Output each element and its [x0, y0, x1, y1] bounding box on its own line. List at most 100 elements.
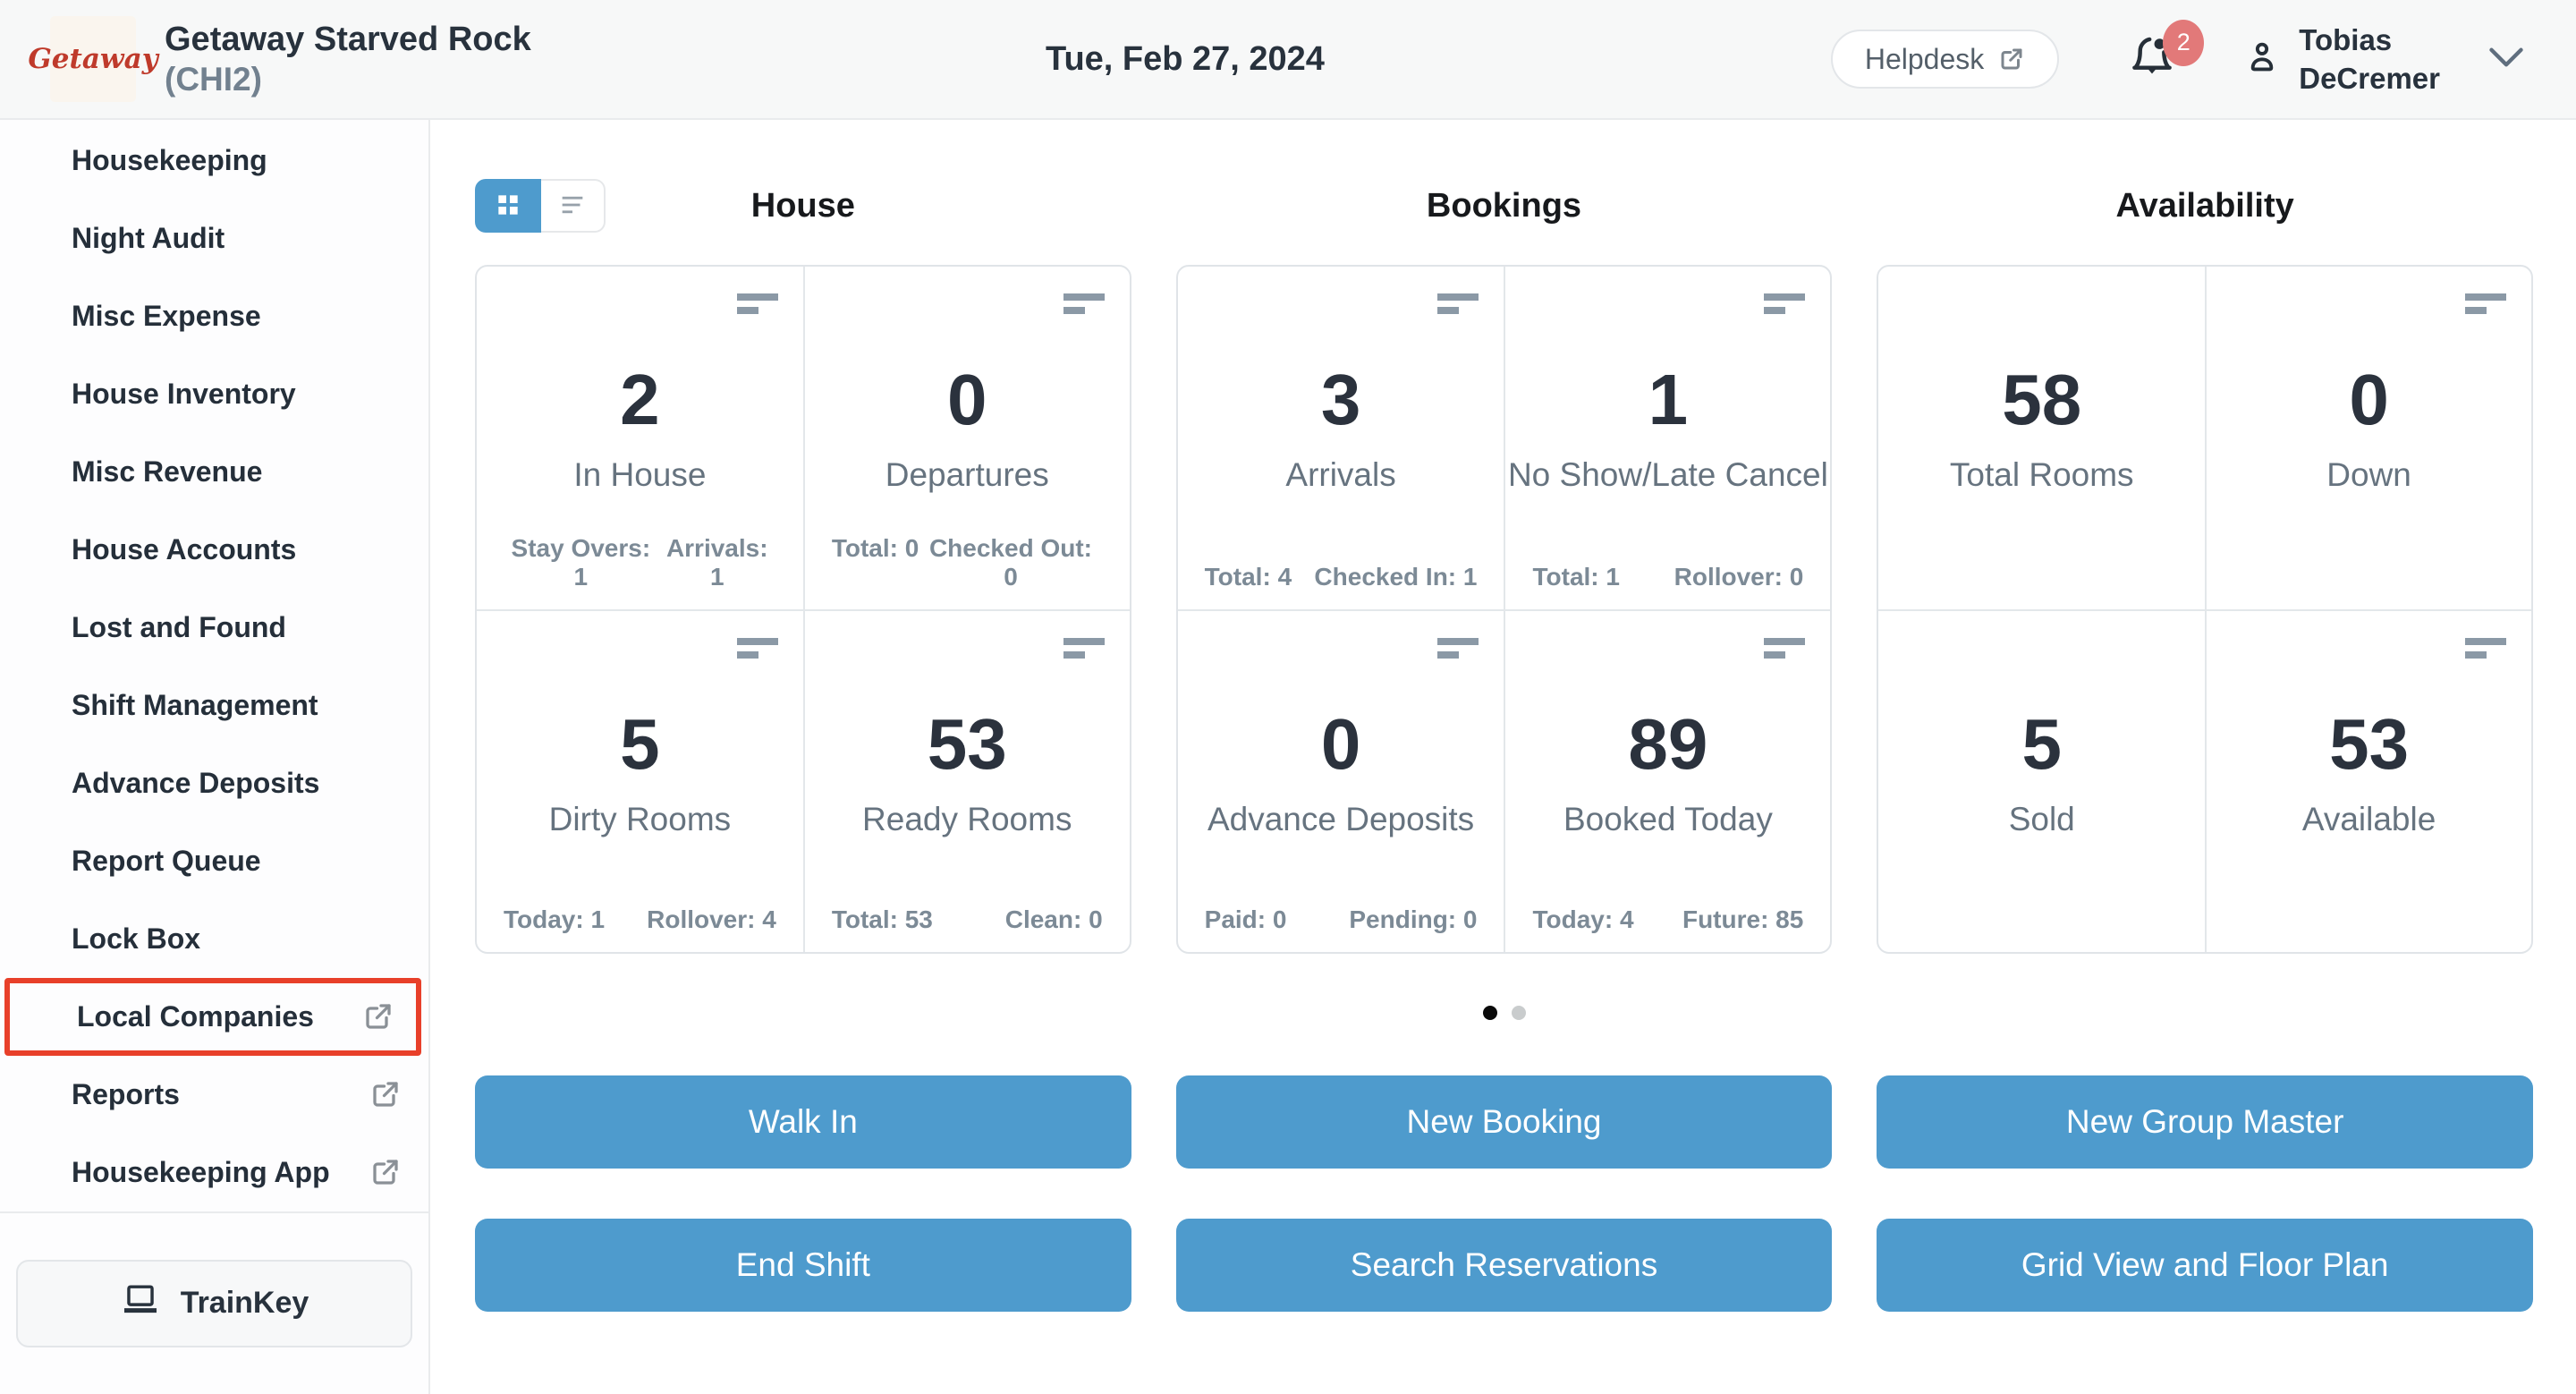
sidebar-item-house-accounts[interactable]: House Accounts	[72, 532, 297, 565]
card-label: In House	[573, 456, 707, 493]
card-label: Down	[2326, 456, 2411, 493]
stat-sections: 2 In House Stay Overs: 1 Arrivals: 1 0 D…	[475, 265, 2533, 954]
chevron-down-icon[interactable]	[2487, 44, 2526, 75]
card-value: 0	[2349, 360, 2389, 439]
card-value: 5	[620, 704, 660, 784]
sidebar-item-misc-expense[interactable]: Misc Expense	[72, 299, 261, 332]
card-total-rooms[interactable]: 58 Total Rooms	[1878, 267, 2205, 609]
card-footer-right: Pending: 0	[1349, 905, 1478, 933]
sidebar-item-housekeeping-app[interactable]: Housekeeping App	[0, 1134, 428, 1211]
external-link-icon	[362, 1000, 394, 1033]
card-sold[interactable]: 5 Sold	[1878, 609, 2206, 952]
filter-lines-icon[interactable]	[1437, 293, 1479, 320]
card-footer-left: Total: 0	[831, 534, 919, 562]
card-value: 53	[2329, 704, 2410, 784]
card-ready-rooms[interactable]: 53 Ready Rooms Total: 53 Clean: 0	[802, 609, 1130, 952]
notifications-button[interactable]: 2	[2127, 19, 2205, 87]
filter-lines-icon[interactable]	[1764, 293, 1806, 320]
card-footer-right: Checked In: 1	[1314, 563, 1478, 591]
grid-view-floor-plan-button[interactable]: Grid View and Floor Plan	[1877, 1219, 2533, 1312]
trainkey-button[interactable]: TrainKey	[16, 1259, 412, 1347]
filter-lines-icon[interactable]	[1063, 638, 1105, 665]
card-footer-right: Checked Out: 0	[928, 534, 1092, 591]
property-name: Getaway Starved Rock	[165, 21, 531, 58]
sidebar-item-local-companies[interactable]: Local Companies	[4, 977, 421, 1056]
list-lines-icon	[557, 190, 588, 223]
card-label: Departures	[885, 456, 1049, 493]
walk-in-button[interactable]: Walk In	[475, 1075, 1131, 1169]
availability-section: 58 Total Rooms 0 Down 5 Sold 53	[1877, 265, 2533, 954]
section-title-house: House	[750, 186, 855, 225]
card-footer-right: Future: 85	[1682, 905, 1804, 933]
helpdesk-button[interactable]: Helpdesk	[1830, 30, 2060, 89]
bookings-section: 3 Arrivals Total: 4 Checked In: 1 1 No S…	[1175, 265, 1833, 954]
filter-lines-icon[interactable]	[1764, 638, 1806, 665]
external-link-icon	[1998, 46, 2025, 72]
card-value: 0	[946, 360, 987, 439]
card-footer-left: Total: 53	[831, 905, 933, 933]
card-value: 58	[2002, 360, 2082, 439]
section-titles-row: House Bookings Availability	[475, 179, 2533, 233]
quick-actions: Walk In New Booking New Group Master End…	[475, 1075, 2533, 1312]
card-label: No Show/Late Cancel	[1507, 456, 1828, 493]
new-booking-button[interactable]: New Booking	[1175, 1075, 1833, 1169]
grid-view-toggle[interactable]	[475, 179, 541, 233]
card-footer-left: Total: 4	[1204, 563, 1292, 591]
user-name: Tobias DeCremer	[2299, 21, 2440, 98]
helpdesk-label: Helpdesk	[1864, 42, 1985, 75]
card-footer-right: Rollover: 4	[647, 905, 776, 933]
new-group-master-button[interactable]: New Group Master	[1877, 1075, 2533, 1169]
card-no-show-late-cancel[interactable]: 1 No Show/Late Cancel Total: 1 Rollover:…	[1504, 267, 1830, 609]
card-departures[interactable]: 0 Departures Total: 0 Checked Out: 0	[802, 267, 1130, 609]
sidebar-item-reports[interactable]: Reports	[0, 1056, 428, 1134]
sidebar-item-housekeeping[interactable]: Housekeeping	[72, 143, 267, 176]
card-label: Booked Today	[1563, 801, 1773, 837]
sidebar-item-lost-and-found[interactable]: Lost and Found	[72, 610, 286, 643]
sidebar-item-house-inventory[interactable]: House Inventory	[72, 377, 296, 410]
sidebar-item-lock-box[interactable]: Lock Box	[72, 922, 201, 955]
filter-lines-icon[interactable]	[1437, 638, 1479, 665]
list-view-toggle[interactable]	[541, 179, 606, 233]
search-reservations-button[interactable]: Search Reservations	[1175, 1219, 1833, 1312]
card-booked-today[interactable]: 89 Booked Today Today: 4 Future: 85	[1504, 609, 1831, 952]
user-last-name: DeCremer	[2299, 62, 2440, 95]
sidebar-item-shift-management[interactable]: Shift Management	[72, 688, 318, 721]
card-label: Arrivals	[1285, 456, 1396, 493]
card-down[interactable]: 0 Down	[2205, 267, 2531, 609]
page-dot[interactable]	[1511, 1006, 1526, 1020]
card-footer-left: Paid: 0	[1204, 905, 1287, 933]
card-available[interactable]: 53 Available	[2205, 609, 2531, 952]
card-advance-deposits[interactable]: 0 Advance Deposits Paid: 0 Pending: 0	[1177, 609, 1504, 952]
brand-block: Getaway Getaway Starved Rock (CHI2)	[28, 16, 531, 102]
sidebar: Housekeeping Night Audit Misc Expense Ho…	[0, 120, 430, 1394]
user-icon	[2241, 37, 2283, 82]
sidebar-footer: TrainKey	[0, 1211, 428, 1394]
filter-lines-icon[interactable]	[736, 638, 778, 665]
sidebar-item-advance-deposits[interactable]: Advance Deposits	[72, 766, 320, 799]
filter-lines-icon[interactable]	[1063, 293, 1105, 320]
card-footer-left: Today: 4	[1532, 905, 1634, 933]
card-arrivals[interactable]: 3 Arrivals Total: 4 Checked In: 1	[1178, 267, 1504, 609]
sidebar-item-night-audit[interactable]: Night Audit	[72, 221, 225, 254]
end-shift-button[interactable]: End Shift	[475, 1219, 1131, 1312]
filter-lines-icon[interactable]	[2465, 638, 2506, 665]
carousel-pagination	[475, 1006, 2533, 1020]
brand-logo-text: Getaway	[28, 43, 158, 75]
card-label: Available	[2301, 801, 2436, 837]
user-first-name: Tobias	[2299, 23, 2393, 56]
card-label: Dirty Rooms	[548, 801, 732, 837]
card-value: 89	[1628, 704, 1708, 784]
card-label: Advance Deposits	[1207, 801, 1475, 837]
card-in-house[interactable]: 2 In House Stay Overs: 1 Arrivals: 1	[477, 267, 803, 609]
brand-logo[interactable]: Getaway	[28, 16, 158, 102]
sidebar-item-report-queue[interactable]: Report Queue	[72, 844, 261, 877]
filter-lines-icon[interactable]	[2465, 293, 2506, 320]
card-dirty-rooms[interactable]: 5 Dirty Rooms Today: 1 Rollover: 4	[477, 609, 803, 952]
sidebar-item-misc-revenue[interactable]: Misc Revenue	[72, 455, 263, 488]
filter-lines-icon[interactable]	[736, 293, 778, 320]
current-date: Tue, Feb 27, 2024	[1046, 39, 1325, 78]
user-menu[interactable]: Tobias DeCremer	[2241, 21, 2440, 98]
dashboard: House Bookings Availability 2 In House S…	[430, 120, 2576, 1394]
page-dot-active[interactable]	[1482, 1006, 1497, 1020]
